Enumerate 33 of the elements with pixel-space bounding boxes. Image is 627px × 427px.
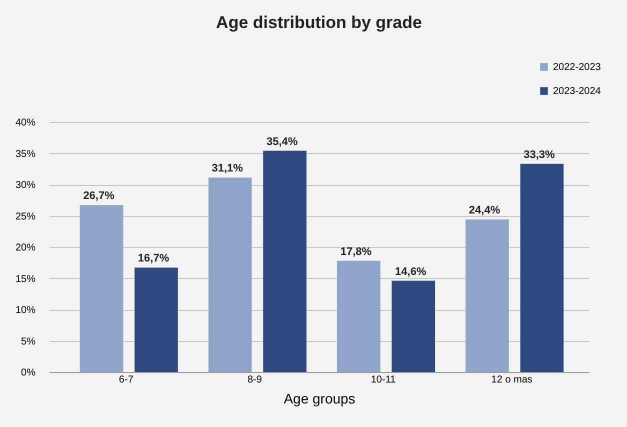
y-tick-label: 20% xyxy=(15,242,36,254)
data-label: 33,3% xyxy=(524,148,556,161)
y-tick-label: 5% xyxy=(21,336,36,348)
data-label: 26,7% xyxy=(83,190,115,202)
data-label: 16,7% xyxy=(138,252,170,265)
legend-label: 2023-2024 xyxy=(553,86,602,97)
legend-label: 2022-2023 xyxy=(553,62,602,73)
data-label: 17,8% xyxy=(340,246,372,258)
bar xyxy=(80,205,124,372)
x-tick-label: 10-11 xyxy=(370,374,396,386)
x-tick-label: 8-9 xyxy=(247,374,262,386)
data-label: 14,6% xyxy=(395,266,426,278)
y-tick-label: 30% xyxy=(15,180,36,191)
data-label: 24,4% xyxy=(468,204,500,216)
bar xyxy=(520,164,564,372)
bar xyxy=(392,280,436,372)
y-tick-label: 25% xyxy=(15,211,36,222)
bar xyxy=(337,260,380,372)
x-tick-label: 6-7 xyxy=(118,374,134,386)
y-tick-label: 40% xyxy=(15,118,36,128)
data-label: 35,4% xyxy=(266,136,298,148)
bar xyxy=(466,220,509,372)
y-tick-label: 35% xyxy=(15,148,36,160)
y-tick-label: 0% xyxy=(21,368,36,378)
chart-title: Age distribution by grade xyxy=(216,13,422,32)
bar xyxy=(263,150,306,372)
bar xyxy=(134,268,178,372)
bar xyxy=(208,178,252,372)
x-tick-label: 12 o mas xyxy=(491,374,532,386)
data-label: 31,1% xyxy=(212,162,244,175)
y-tick-label: 10% xyxy=(15,305,36,316)
x-axis-title: Age groups xyxy=(284,390,356,406)
y-tick-label: 15% xyxy=(15,274,36,285)
